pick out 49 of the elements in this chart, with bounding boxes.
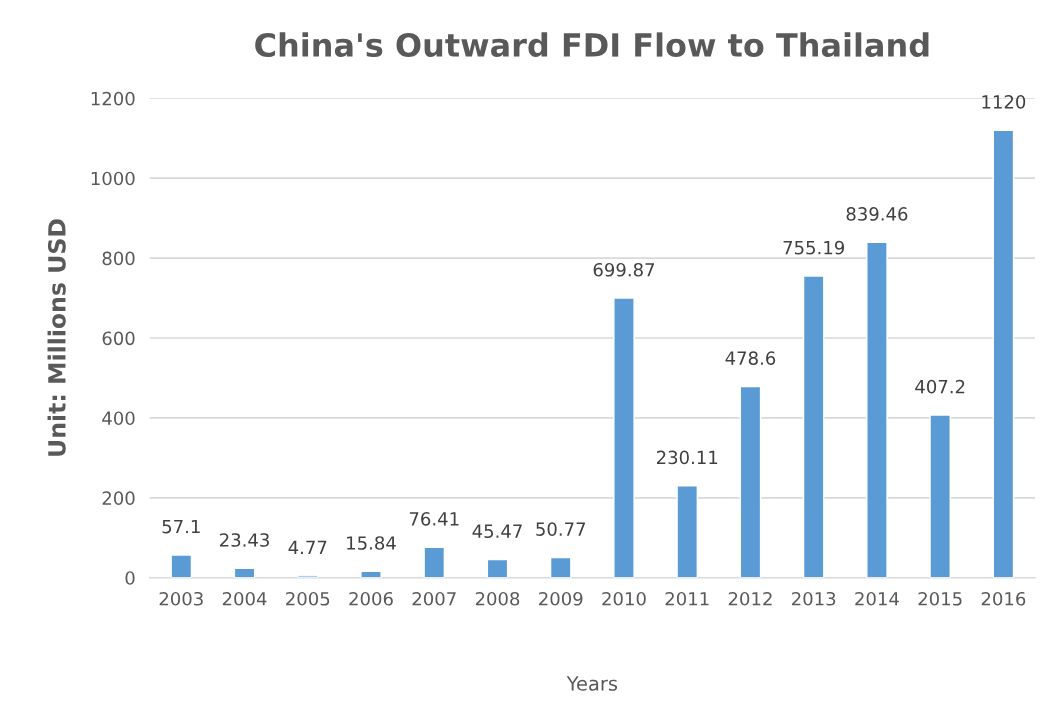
data-label: 478.6 — [725, 351, 776, 365]
data-label: 839.46 — [846, 207, 908, 221]
bar — [676, 485, 699, 578]
bar — [170, 554, 193, 578]
x-tick-label: 2009 — [539, 591, 583, 606]
bar — [802, 275, 825, 578]
x-tick-label: 2013 — [792, 591, 836, 606]
bar — [866, 241, 888, 578]
y-tick-label: 1200 — [91, 91, 135, 106]
bar — [992, 129, 1015, 578]
x-tick-label: 2015 — [918, 591, 962, 606]
x-tick-label: 2014 — [855, 591, 899, 606]
data-label: 15.84 — [347, 536, 396, 550]
data-label: 45.47 — [472, 524, 522, 539]
x-tick-label: 2012 — [728, 591, 772, 606]
x-tick-label: 2016 — [981, 591, 1026, 606]
bar — [549, 556, 572, 578]
y-tick-label: 400 — [102, 411, 135, 426]
x-tick-label: 2003 — [159, 591, 203, 606]
x-tick-label: 2005 — [286, 591, 330, 606]
y-axis-title: Unit: Millions USD — [47, 219, 66, 456]
bar — [613, 297, 635, 578]
y-tick-label: 800 — [102, 251, 135, 266]
bar — [423, 546, 446, 578]
y-tick-label: 0 — [125, 571, 135, 585]
data-label: 57.1 — [162, 519, 200, 534]
data-label: 1120 — [982, 95, 1026, 109]
data-label: 76.41 — [409, 512, 459, 526]
data-label: 755.19 — [783, 240, 845, 255]
x-tick-label: 2004 — [222, 591, 267, 606]
x-tick-label: 2006 — [349, 591, 393, 606]
y-tick-label: 600 — [102, 331, 135, 346]
x-tick-label: 2011 — [665, 591, 709, 606]
bar — [739, 385, 762, 578]
bar — [486, 558, 509, 578]
bar — [929, 414, 951, 578]
data-label: 699.87 — [593, 262, 655, 277]
x-tick-label: 2007 — [412, 591, 456, 606]
x-tick-label: 2008 — [475, 591, 520, 606]
data-label: 50.77 — [536, 522, 586, 536]
x-axis-title: Years — [566, 676, 618, 691]
chart-title: China's Outward FDI Flow to Thailand — [255, 32, 929, 58]
data-label: 23.43 — [220, 533, 269, 547]
data-label: 230.11 — [656, 450, 718, 465]
data-label: 407.2 — [915, 379, 965, 394]
data-label: 4.77 — [288, 540, 327, 555]
x-tick-label: 2010 — [602, 591, 646, 606]
y-tick-label: 1000 — [91, 171, 135, 186]
y-tick-label: 200 — [102, 491, 135, 505]
